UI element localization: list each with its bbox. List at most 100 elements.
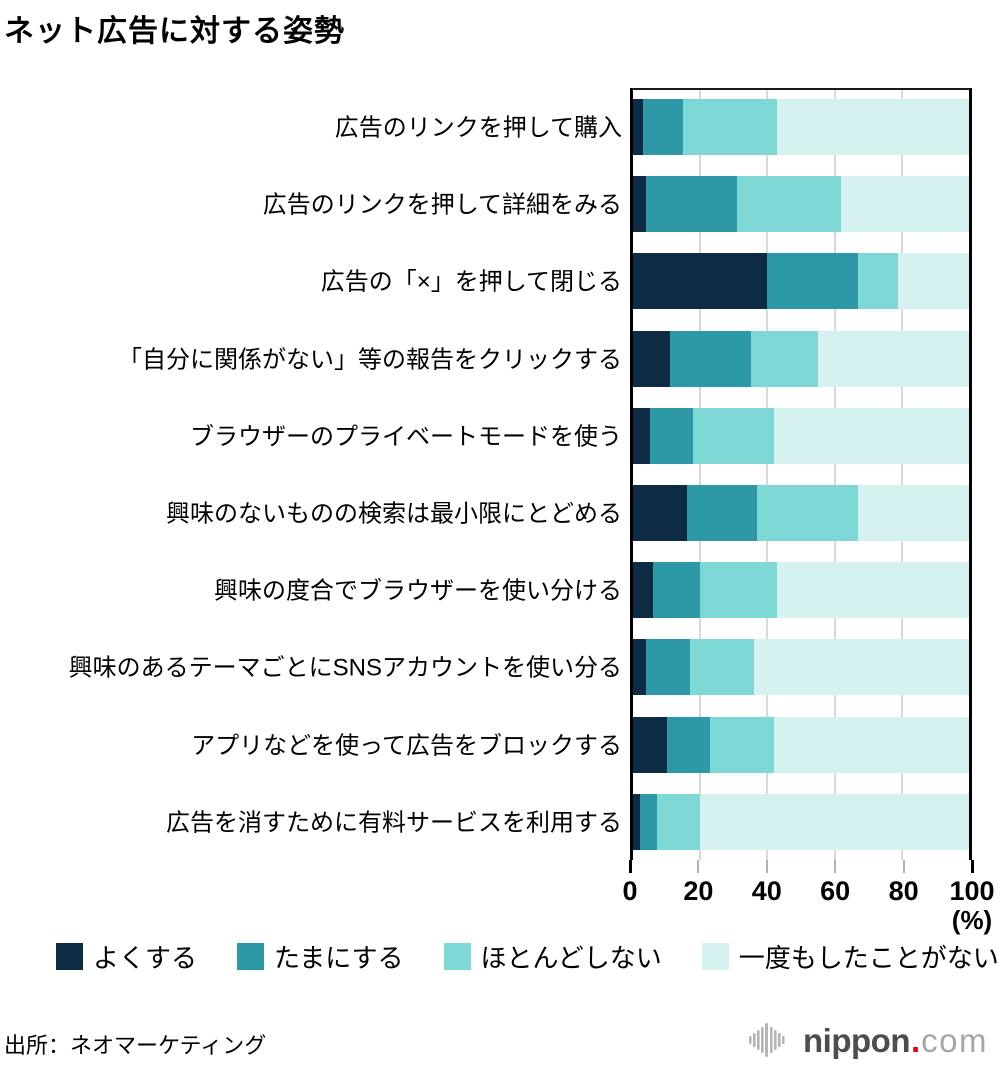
bar-segment-たまにする xyxy=(646,176,738,233)
bar-segment-一度もしたことがない xyxy=(817,330,969,387)
plot-area xyxy=(630,88,972,860)
soundwave-icon xyxy=(749,1023,785,1057)
logo-text: nippon. com xyxy=(803,1024,988,1057)
bar-segment-よくする xyxy=(633,253,768,310)
bar-segment-ほとんどしない xyxy=(693,407,775,464)
legend-label: 一度もしたことがない xyxy=(738,943,999,973)
legend-label: よくする xyxy=(93,943,198,973)
bar-segment-一度もしたことがない xyxy=(858,485,969,541)
bar-segment-たまにする xyxy=(649,407,694,464)
legend-item: よくする xyxy=(56,938,197,975)
bar-row xyxy=(633,253,969,310)
legend-label: たまにする xyxy=(274,943,404,973)
gridline xyxy=(900,90,903,860)
bar-segment-ほとんどしない xyxy=(757,485,859,541)
category-label: アプリなどを使って広告をブロックする xyxy=(191,732,622,760)
legend-item: ほとんどしない xyxy=(443,938,662,975)
bar-segment-よくする xyxy=(633,407,650,464)
logo-text-com: com xyxy=(921,1021,988,1059)
legend-item: 一度もしたことがない xyxy=(701,938,999,975)
gridline xyxy=(833,90,836,860)
legend-label: ほとんどしない xyxy=(480,943,662,973)
bar-segment-よくする xyxy=(633,639,647,696)
axis-tick xyxy=(697,860,700,873)
gridline xyxy=(699,90,702,860)
category-label: ブラウザーのプライベートモードを使う xyxy=(190,423,622,451)
bar-segment-よくする xyxy=(633,716,667,773)
bar-row xyxy=(633,485,969,541)
bar-segment-たまにする xyxy=(653,562,701,619)
bar-segment-たまにする xyxy=(666,716,711,773)
bar-segment-一度もしたことがない xyxy=(898,253,969,310)
bar-segment-一度もしたことがない xyxy=(841,176,969,233)
axis-tick xyxy=(970,860,974,873)
bar-segment-ほとんどしない xyxy=(750,330,818,387)
legend-swatch xyxy=(443,943,471,970)
category-label: 広告のリンクを押して詳細をみる xyxy=(262,191,622,219)
bar-segment-よくする xyxy=(633,99,644,155)
axis-tick-label: 20 xyxy=(683,876,714,906)
gridline xyxy=(766,90,769,860)
bar-segment-一度もしたことがない xyxy=(700,793,969,850)
bar-segment-よくする xyxy=(633,793,640,850)
axis-tick xyxy=(628,860,632,873)
bar-segment-たまにする xyxy=(643,99,684,155)
bar-segment-一度もしたことがない xyxy=(774,716,969,773)
bar-segment-たまにする xyxy=(646,639,691,696)
bar-segment-ほとんどしない xyxy=(858,253,899,310)
category-label: 広告を消すために有料サービスを利用する xyxy=(166,809,622,837)
bar-segment-ほとんどしない xyxy=(710,716,775,773)
bar-segment-たまにする xyxy=(669,330,751,387)
axis-tick-label: 0 xyxy=(622,876,638,906)
bar-segment-一度もしたことがない xyxy=(777,99,969,155)
legend: よくする たまにする ほとんどしない 一度もしたことがない xyxy=(56,938,999,975)
x-axis-unit-label: (%) xyxy=(951,905,993,935)
axis-tick xyxy=(834,860,837,873)
axis-tick xyxy=(765,860,768,873)
axis-tick xyxy=(902,860,905,873)
x-axis: 0 20 40 60 80 100 xyxy=(0,860,1000,950)
legend-swatch xyxy=(237,943,265,970)
bar-segment-よくする xyxy=(633,176,647,233)
chart-title: ネット広告に対する姿勢 xyxy=(4,15,345,48)
bar-row xyxy=(633,562,969,619)
axis-tick-label: 60 xyxy=(820,876,851,906)
category-label: 広告のリンクを押して購入 xyxy=(334,114,622,142)
bar-row xyxy=(633,716,969,773)
bar-row xyxy=(633,407,969,464)
category-label: 「自分に関係がない」等の報告をクリックする xyxy=(118,346,622,374)
bar-segment-ほとんどしない xyxy=(683,99,778,155)
bar-segment-よくする xyxy=(633,330,670,387)
nippon-logo: nippon. com xyxy=(749,1020,988,1060)
bar-segment-ほとんどしない xyxy=(690,639,754,696)
category-label: 興味のないものの検索は最小限にとどめる xyxy=(166,500,622,528)
bar-segment-よくする xyxy=(633,485,687,541)
axis-tick-label: 100 xyxy=(949,876,995,906)
bar-segment-一度もしたことがない xyxy=(777,562,969,619)
bar-segment-一度もしたことがない xyxy=(753,639,969,696)
bar-row xyxy=(633,330,969,387)
legend-swatch xyxy=(56,943,83,970)
bar-row xyxy=(633,793,969,850)
bar-segment-たまにする xyxy=(639,793,657,850)
bar-segment-ほとんどしない xyxy=(700,562,778,619)
bar-segment-よくする xyxy=(633,562,654,619)
category-label: 広告の「×」を押して閉じる xyxy=(320,268,622,296)
logo-text-nippon: nippon xyxy=(803,1021,910,1059)
logo-dot: . xyxy=(910,1021,921,1059)
legend-swatch xyxy=(701,943,729,970)
legend-item: たまにする xyxy=(237,938,404,975)
axis-tick-label: 80 xyxy=(888,876,919,906)
category-label: 興味のあるテーマごとにSNSアカウントを使い分る xyxy=(68,654,622,682)
axis-tick-label: 40 xyxy=(751,876,782,906)
bar-row xyxy=(633,639,969,696)
bar-segment-ほとんどしない xyxy=(656,793,701,850)
bar-row xyxy=(633,176,969,233)
bar-segment-たまにする xyxy=(686,485,758,541)
category-label: 興味の度合でブラウザーを使い分ける xyxy=(214,577,622,605)
source-text: 出所：ネオマーケティング xyxy=(4,1033,267,1058)
bar-segment-たまにする xyxy=(767,253,859,310)
bar-row xyxy=(633,99,969,155)
bar-segment-一度もしたことがない xyxy=(774,407,969,464)
bar-segment-ほとんどしない xyxy=(737,176,842,233)
